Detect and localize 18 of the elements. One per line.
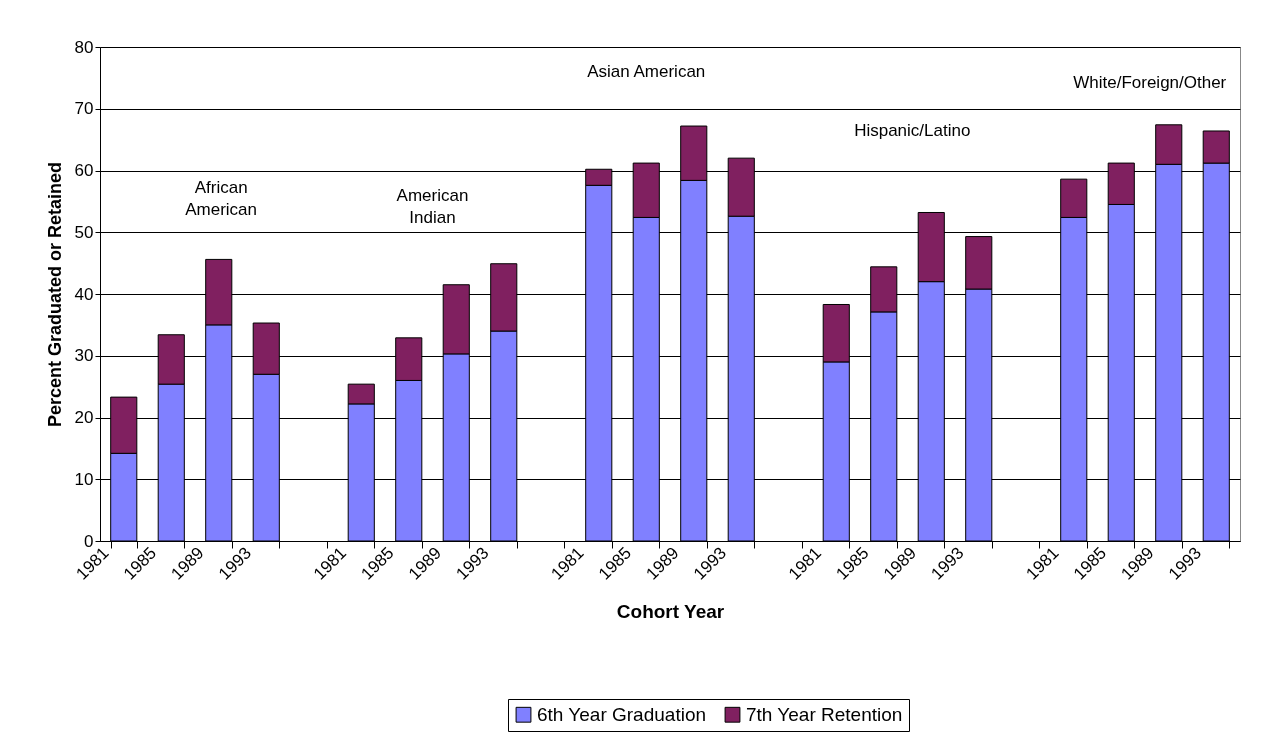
- annotation: African American: [185, 177, 258, 219]
- annotation: White/Foreign/Other: [1073, 72, 1227, 92]
- y-tick-label: 20: [74, 408, 94, 427]
- y-tick-label: 40: [74, 284, 94, 304]
- annotation: American Indian: [396, 185, 469, 227]
- annotation: Asian American: [587, 62, 706, 82]
- y-tick-label: 50: [74, 222, 94, 242]
- y-tick-label: 10: [74, 469, 94, 489]
- y-tick-label: 0: [84, 531, 94, 551]
- y-tick-label: 70: [74, 99, 94, 119]
- legend-label: 7th Year Retention: [746, 703, 903, 725]
- y-axis-title: Percent Graduated or Retained: [44, 161, 65, 428]
- annotation: Hispanic/Latino: [854, 120, 971, 140]
- y-tick-label: 30: [74, 346, 94, 366]
- legend-label: 6th Year Graduation: [537, 703, 707, 725]
- x-axis-title: Cohort Year: [616, 600, 725, 622]
- y-tick-label: 60: [74, 161, 94, 180]
- y-tick-label: 80: [74, 37, 94, 57]
